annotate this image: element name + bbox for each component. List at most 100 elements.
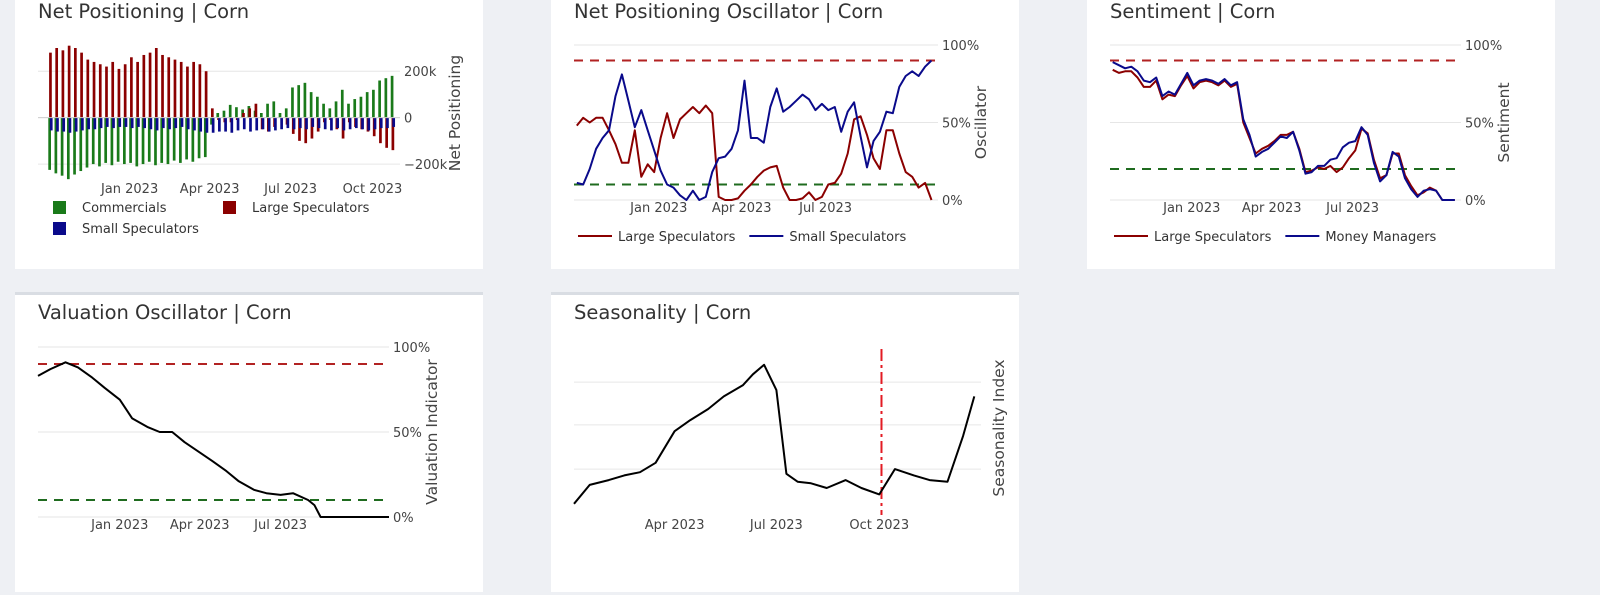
bar (185, 117, 188, 160)
seasonality-chart[interactable]: Apr 2023 Jul 2023 Oct 2023 Seasonality Inde… (551, 295, 1019, 595)
x-tick-label: Apr 2023 (1242, 201, 1302, 216)
bar (91, 117, 95, 165)
bar (174, 117, 178, 129)
sentiment-card: Sentiment | Corn 100% 50% 0% Jan 2023 Apr 20… (1087, 0, 1555, 269)
bar (204, 71, 208, 118)
valuation-oscillator-chart[interactable]: 100%50%0%Jan 2023 Apr 2023 Jul 2023Valuati… (15, 295, 483, 595)
legend-swatch (53, 201, 66, 214)
bar (93, 117, 97, 130)
bar (124, 117, 128, 127)
bar (354, 117, 358, 129)
y-tick-label: 0% (393, 511, 414, 526)
bar (311, 117, 315, 127)
bar (342, 117, 346, 131)
bar (105, 66, 108, 118)
bar (160, 117, 164, 163)
y-tick-label: 50% (942, 117, 971, 132)
bar (248, 108, 252, 118)
sentiment-chart[interactable]: 100% 50% 0% Jan 2023 Apr 2023 Jul 2023 Sentime… (1087, 0, 1555, 272)
y-tick-label: 0% (1465, 194, 1486, 209)
chart-title: Valuation Oscillator | Corn (38, 301, 292, 324)
bar (292, 117, 296, 130)
bar (379, 117, 382, 144)
y-tick-label: 50% (393, 426, 422, 441)
bar (379, 117, 383, 129)
bar (179, 61, 183, 118)
bar (385, 117, 389, 148)
bar (235, 107, 238, 118)
bar (179, 117, 182, 163)
y-tick-label: 100% (393, 341, 430, 356)
bar (334, 101, 338, 118)
bar (161, 117, 165, 129)
bar (211, 117, 215, 133)
bar (303, 82, 307, 118)
bar (359, 96, 363, 118)
series-line (1112, 61, 1455, 201)
bar (168, 117, 171, 130)
bar (266, 103, 269, 118)
y-tick-label: 0 (404, 112, 412, 127)
bar (330, 117, 333, 131)
x-tick-label: Jul 2023 (253, 518, 307, 533)
bar (135, 117, 139, 167)
y-tick-label: 0% (942, 194, 963, 209)
x-tick-label: Apr 2023 (712, 201, 772, 216)
bar (224, 117, 227, 132)
y-axis-title: Oscillator (972, 85, 990, 159)
bar (73, 117, 76, 175)
bar (167, 57, 171, 118)
bar (68, 117, 72, 133)
y-axis-title: Net Positioning (446, 55, 464, 171)
bar (205, 117, 209, 133)
net-positioning-oscillator-card: Net Positioning Oscillator | Corn 100% 50… (551, 0, 1019, 269)
chart-title: Seasonality | Corn (574, 301, 752, 324)
y-tick-label: 50% (1465, 117, 1494, 132)
bar (210, 117, 213, 125)
bar (48, 117, 51, 170)
series-line (576, 104, 933, 201)
net-positioning-chart[interactable]: 200k 0 −200k Jan 2023 Apr 2023 Jul 2023 Oct 20… (15, 0, 483, 272)
x-tick-label: Apr 2023 (180, 182, 240, 197)
bar (49, 52, 52, 118)
bar (92, 61, 96, 118)
bar (353, 99, 357, 118)
x-tick-label: Oct 2023 (849, 518, 909, 533)
y-axis-title: Seasonality Index (990, 359, 1008, 496)
bar (172, 117, 176, 161)
x-tick-label: Apr 2023 (170, 518, 230, 533)
net-positioning-oscillator-chart[interactable]: 100% 50% 0% Jan 2023 Apr 2023 Jul 2023 Oscilla… (551, 0, 1019, 272)
bar (87, 117, 90, 130)
bar (104, 117, 108, 163)
x-tick-label: Jul 2023 (749, 518, 803, 533)
bar (322, 103, 325, 118)
bar (136, 61, 139, 118)
bar (236, 117, 240, 131)
bar (378, 80, 381, 118)
bar (347, 103, 350, 118)
bar (129, 117, 132, 163)
bar (242, 117, 246, 130)
bar (123, 64, 127, 118)
bar (111, 61, 115, 118)
x-tick-label: Jan 2023 (100, 182, 158, 197)
bar (391, 117, 395, 151)
bar (116, 117, 120, 162)
legend-label: Money Managers (1325, 230, 1436, 245)
legend-label: Small Speculators (82, 222, 199, 237)
bar (105, 117, 109, 127)
chart-title: Sentiment | Corn (1110, 0, 1276, 23)
bar (286, 117, 290, 129)
bar (81, 117, 84, 131)
legend-label: Large Speculators (252, 201, 370, 216)
bar (141, 117, 145, 165)
bar (61, 50, 65, 118)
bar (210, 108, 214, 118)
bar (365, 92, 369, 118)
bar (309, 92, 313, 118)
bar (86, 59, 90, 118)
net-positioning-card: Net Positioning | Corn 200k 0 −200k Jan 202… (15, 0, 483, 269)
bar (74, 48, 77, 118)
y-tick-label: 200k (404, 65, 437, 80)
x-tick-label: Jan 2023 (1162, 201, 1220, 216)
